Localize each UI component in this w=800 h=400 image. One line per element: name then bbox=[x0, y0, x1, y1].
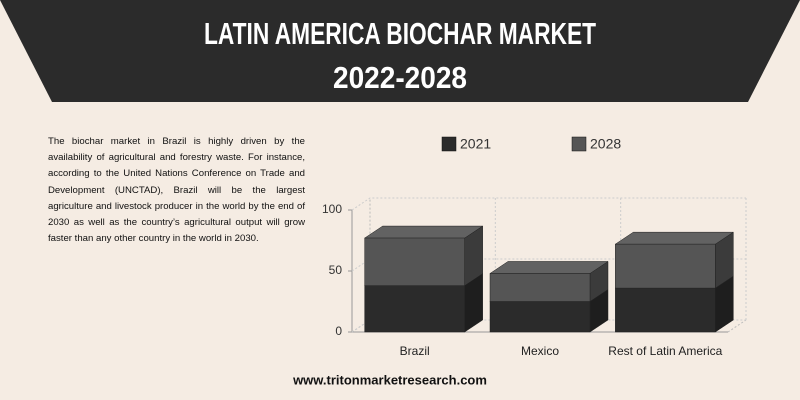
bar bbox=[489, 301, 591, 333]
header-banner bbox=[0, 0, 800, 102]
bar bbox=[615, 243, 716, 289]
legend-label: 2028 bbox=[590, 136, 621, 152]
x-tick-label: Rest of Latin America bbox=[608, 344, 722, 358]
bar-top bbox=[614, 231, 735, 245]
bar-top bbox=[363, 225, 484, 239]
bar bbox=[364, 285, 465, 333]
bar-top bbox=[489, 261, 609, 274]
x-tick-label: Mexico bbox=[521, 344, 559, 358]
grid-line bbox=[351, 197, 746, 211]
y-tick-label: 100 bbox=[322, 202, 342, 216]
y-tick-label: 0 bbox=[335, 324, 342, 338]
y-tick-label: 50 bbox=[329, 263, 343, 277]
title-line: 2022-2028 bbox=[333, 60, 467, 95]
legend-label: 2021 bbox=[460, 136, 491, 152]
footer-url: www.tritonmarketresearch.com bbox=[292, 372, 487, 387]
legend-swatch bbox=[441, 136, 457, 152]
x-tick-label: Brazil bbox=[400, 344, 430, 358]
legend-swatch bbox=[571, 136, 587, 152]
bar bbox=[364, 237, 465, 286]
bar bbox=[489, 273, 591, 302]
title-line: LATIN AMERICA BIOCHAR MARKET bbox=[204, 16, 596, 51]
bar bbox=[615, 287, 716, 333]
description: The biochar market in Brazil is highly d… bbox=[48, 136, 305, 245]
